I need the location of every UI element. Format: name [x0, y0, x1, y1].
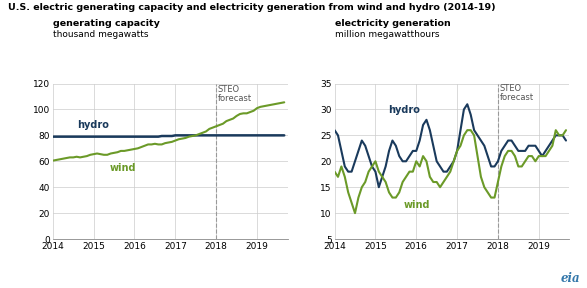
Text: electricity generation: electricity generation — [335, 19, 450, 28]
Text: U.S. electric generating capacity and electricity generation from wind and hydro: U.S. electric generating capacity and el… — [8, 3, 495, 12]
Text: STEO: STEO — [218, 85, 240, 94]
Text: hydro: hydro — [77, 120, 109, 130]
Text: million megawatthours: million megawatthours — [335, 30, 439, 39]
Text: thousand megawatts: thousand megawatts — [53, 30, 149, 39]
Text: generating capacity: generating capacity — [53, 19, 160, 28]
Text: wind: wind — [110, 162, 137, 173]
Text: hydro: hydro — [387, 105, 420, 115]
Text: eia: eia — [561, 272, 580, 285]
Text: STEO: STEO — [500, 84, 522, 92]
Text: forecast: forecast — [500, 93, 534, 102]
Text: wind: wind — [404, 200, 430, 210]
Text: forecast: forecast — [218, 94, 252, 103]
